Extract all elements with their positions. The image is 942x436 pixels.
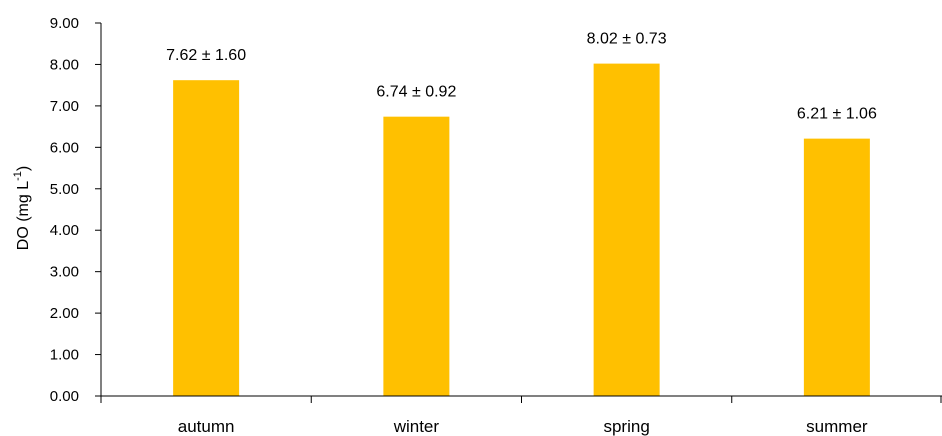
x-axis: autumn winter spring summer [100,395,942,436]
x-tick-label-autumn: autumn [178,417,235,436]
bar-spring [593,63,660,397]
y-tick-label: 8.00 [50,56,79,73]
y-axis-title-superscript: -1 [12,171,24,181]
y-axis: 0.00 1.00 2.00 3.00 4.00 5.00 6.00 7.00 8.00 9.00 [50,15,102,405]
y-tick-label: 3.00 [50,264,79,281]
y-tick-label: 5.00 [50,181,79,198]
y-tick-label: 1.00 [50,347,79,364]
y-tick-label: 7.00 [50,98,79,115]
x-tick-label-winter: winter [393,417,440,436]
bars-group: 7.62 ± 1.60 6.74 ± 0.92 8.02 ± 0.73 6.21 ± … [166,31,877,397]
bar-autumn [173,80,240,397]
data-label-summer: 6.21 ± 1.06 [797,106,877,123]
y-tick-label: 9.00 [50,15,79,32]
y-tick-label: 2.00 [50,305,79,322]
data-label-winter: 6.74 ± 0.92 [376,84,456,101]
data-label-spring: 8.02 ± 0.73 [587,31,667,48]
y-tick-label: 4.00 [50,222,79,239]
bar-winter [383,116,450,397]
x-tick-label-summer: summer [806,417,868,436]
y-tick-label: 6.00 [50,139,79,156]
data-label-autumn: 7.62 ± 1.60 [166,47,246,64]
svg-text:DO (mg L-1): DO (mg L-1) [12,166,32,250]
x-tick-label-spring: spring [603,417,649,436]
y-axis-title-main: DO (mg L [15,181,32,250]
bar-summer [803,138,870,396]
y-axis-title-close: ) [15,166,32,171]
y-axis-title: DO (mg L-1) [12,166,32,250]
y-tick-label: 0.00 [50,388,79,405]
